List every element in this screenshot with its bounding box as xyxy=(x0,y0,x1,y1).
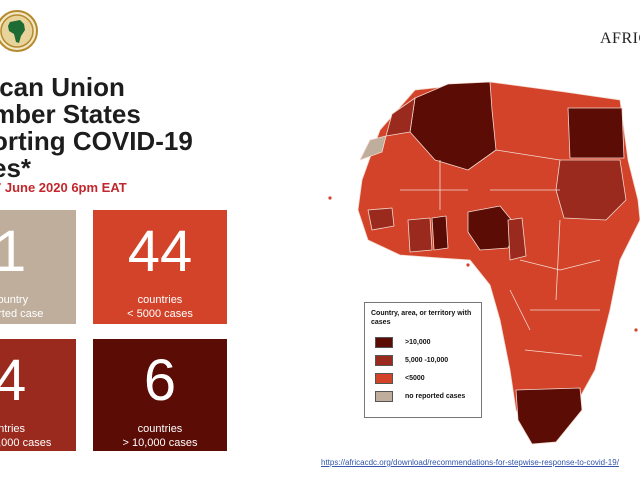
map-region-egypt xyxy=(567,107,625,159)
map-region-cabo-verde xyxy=(328,196,332,200)
legend-swatch xyxy=(375,373,393,384)
title-line: orting COVID-19 xyxy=(0,126,193,156)
legend-title: Country, area, or territory with cases xyxy=(371,310,472,326)
tile-no-reported-cases: 1 country orted case xyxy=(0,210,76,324)
map-region-ghana xyxy=(431,215,449,251)
africa-emblem-icon xyxy=(0,14,34,48)
title-line: mber States xyxy=(0,99,141,129)
tile-label: countries xyxy=(137,423,183,435)
page-title: ican Union mber States orting COVID-19 e… xyxy=(0,74,322,182)
tile-label: < 5000 cases xyxy=(127,308,193,320)
source-link[interactable]: https://africacdc.org/download/recommend… xyxy=(321,458,619,467)
tile-over-10000-cases: 6 countries > 10,000 cases xyxy=(93,339,227,451)
tile-count: 6 xyxy=(143,348,177,413)
map-legend: Country, area, or territory with cases >… xyxy=(364,302,482,418)
tile-label: country xyxy=(0,294,29,306)
map-region-sudan xyxy=(555,159,627,221)
brand-wordmark: AFRIC xyxy=(600,30,640,47)
legend-item: 5,000 -10,000 xyxy=(371,355,475,373)
legend-item: no reported cases xyxy=(371,391,475,409)
map-region-morocco xyxy=(385,97,416,137)
tile-label: orted case xyxy=(0,308,44,320)
legend-swatch xyxy=(375,391,393,402)
title-line: ican Union xyxy=(0,72,125,102)
african-union-logo-icon xyxy=(0,10,38,52)
map-region-nigeria xyxy=(467,205,519,251)
map-region-cameroon xyxy=(507,217,527,261)
title-line: es* xyxy=(0,153,32,183)
tile-count: 1 xyxy=(0,219,27,284)
legend-label: no reported cases xyxy=(405,393,466,400)
legend-swatch xyxy=(375,355,393,366)
tile-under-5000-cases: 44 countries < 5000 cases xyxy=(93,210,227,324)
map-region-south-africa xyxy=(515,387,583,445)
tile-label: > 10,000 cases xyxy=(122,437,198,449)
map-region-western-sahara xyxy=(359,135,387,161)
legend-item: <5000 xyxy=(371,373,475,391)
map-region-guinea xyxy=(367,207,395,231)
report-date: 7 June 2020 6pm EAT xyxy=(0,180,127,195)
map-region-cote-divoire xyxy=(407,217,433,253)
legend-label: 5,000 -10,000 xyxy=(405,357,449,364)
africa-map xyxy=(328,81,640,445)
map-region-seychelles xyxy=(634,328,638,332)
tile-count: 4 xyxy=(0,348,27,413)
tile-label: untries xyxy=(0,423,26,435)
legend-item: >10,000 xyxy=(371,337,475,355)
legend-label: >10,000 xyxy=(405,339,431,346)
tile-count: 44 xyxy=(127,219,193,284)
legend-swatch xyxy=(375,337,393,348)
tile-label: countries xyxy=(137,294,183,306)
tile-5000-10000-cases: 4 untries 0,000 cases xyxy=(0,339,76,451)
tile-label: 0,000 cases xyxy=(0,437,52,449)
map-region-sao-tome xyxy=(466,263,470,267)
legend-label: <5000 xyxy=(405,375,425,382)
